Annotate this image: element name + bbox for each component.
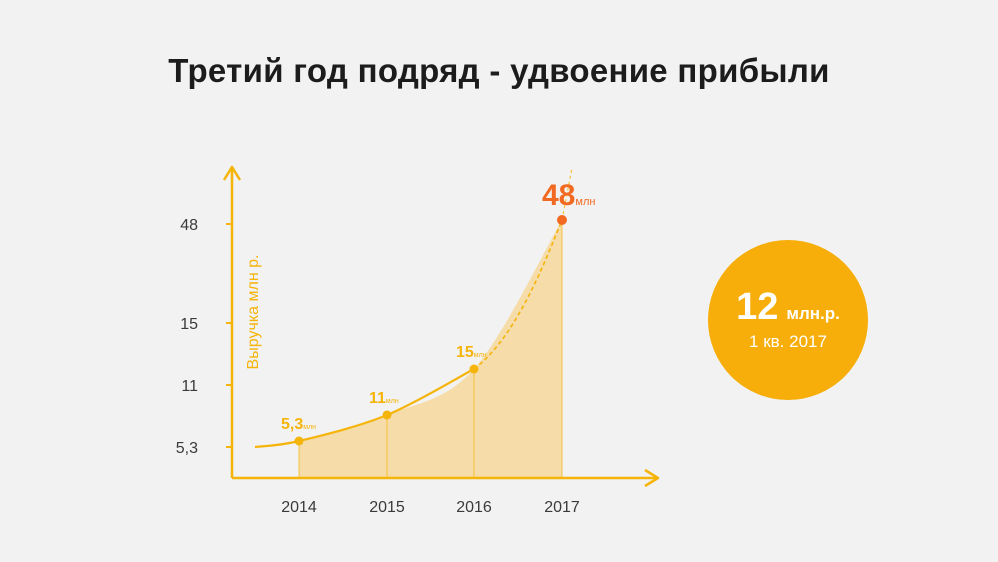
data-point: [382, 410, 392, 420]
area-fill: [299, 220, 562, 478]
data-label-value: 15: [456, 344, 474, 361]
data-label-unit: млн: [303, 424, 316, 431]
labels: 5,3 11 15 48 2014 2015 2016 2017 Выручка млн р. 5…: [176, 179, 596, 516]
axes: [222, 165, 660, 488]
data-label: 15млн: [456, 344, 487, 361]
data-label-unit: млн: [575, 196, 595, 208]
x-tick-label: 2016: [456, 499, 492, 516]
x-axis-arrow: [644, 468, 660, 488]
y-tick-label: 5,3: [176, 440, 198, 457]
data-label-unit: млн: [386, 398, 399, 405]
data-label-value: 5,3: [281, 416, 303, 433]
data-point: [557, 215, 567, 225]
trend-line-extension: [561, 167, 573, 221]
data-points: [294, 215, 567, 446]
data-label-value: 48: [542, 179, 575, 212]
y-tick-label: 48: [180, 217, 198, 234]
area-layer: [299, 220, 562, 478]
badge-value: 12: [736, 286, 779, 328]
x-tick-label: 2014: [281, 499, 317, 516]
trend-curve: [254, 167, 573, 449]
data-label-unit: млн: [474, 352, 487, 359]
x-tick-label: 2015: [369, 499, 405, 516]
badge-caption: 1 кв. 2017: [749, 332, 827, 351]
data-label-value: 11: [369, 390, 386, 407]
y-tick-label: 15: [180, 316, 198, 333]
data-label: 48млн: [542, 179, 595, 212]
x-tick-label: 2017: [544, 499, 580, 516]
data-point: [294, 436, 304, 446]
y-axis-arrow: [222, 165, 242, 181]
badge-unit: млн.р.: [786, 304, 840, 323]
y-tick-label: 11: [181, 378, 198, 395]
data-label: 11млн: [369, 390, 399, 407]
data-label: 5,3млн: [281, 416, 316, 433]
guide-lines: [298, 220, 563, 478]
page-title: Третий год подряд - удвоение прибыли: [168, 52, 830, 89]
data-point: [469, 364, 479, 374]
trend-line: [254, 368, 475, 449]
y-axis-title: Выручка млн р.: [245, 255, 262, 370]
quarter-revenue-badge: 12 млн.р. 1 кв. 2017: [708, 240, 868, 400]
trend-line-projection: [473, 219, 563, 370]
badge-value-line: 12 млн.р.: [736, 288, 840, 326]
